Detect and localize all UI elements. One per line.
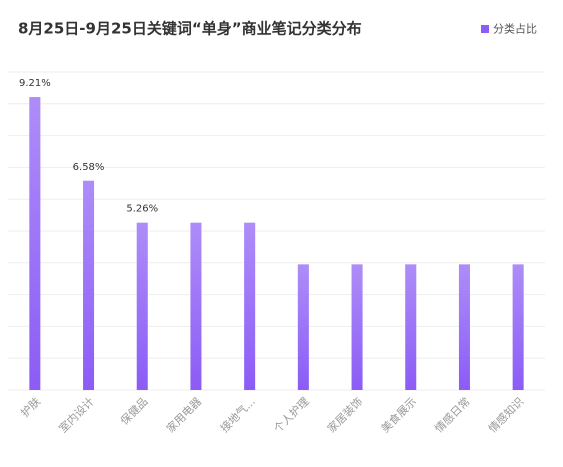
x-tick-label: 保健品 bbox=[117, 394, 150, 427]
x-tick-label: 家用电器 bbox=[163, 394, 204, 435]
x-tick-label: 情感知识 bbox=[485, 394, 526, 435]
x-tick-label: 情感日常 bbox=[432, 395, 472, 435]
bar bbox=[512, 264, 524, 390]
bar bbox=[83, 180, 95, 390]
x-tick-label: 接地气... bbox=[217, 394, 258, 435]
chart-title: 8月25日-9月25日关键词“单身”商业笔记分类分布 bbox=[18, 20, 362, 38]
value-label: 6.58% bbox=[73, 162, 105, 173]
bar bbox=[351, 264, 363, 390]
legend-label: 分类占比 bbox=[493, 22, 537, 36]
bar bbox=[297, 264, 309, 390]
bar bbox=[29, 97, 41, 390]
x-tick-label: 室内设计 bbox=[56, 394, 97, 435]
bar bbox=[458, 264, 470, 390]
x-tick-label: 美食展示 bbox=[378, 394, 419, 435]
bar bbox=[190, 222, 202, 390]
x-tick-label: 个人护理 bbox=[271, 394, 312, 435]
bar bbox=[244, 222, 256, 390]
value-label: 9.21% bbox=[19, 78, 51, 89]
value-label: 5.26% bbox=[126, 204, 158, 215]
bar bbox=[405, 264, 417, 390]
x-tick-label: 家居装饰 bbox=[324, 394, 365, 435]
bar bbox=[136, 222, 148, 390]
x-tick-label: 护肤 bbox=[18, 394, 43, 419]
legend-swatch bbox=[481, 25, 489, 33]
